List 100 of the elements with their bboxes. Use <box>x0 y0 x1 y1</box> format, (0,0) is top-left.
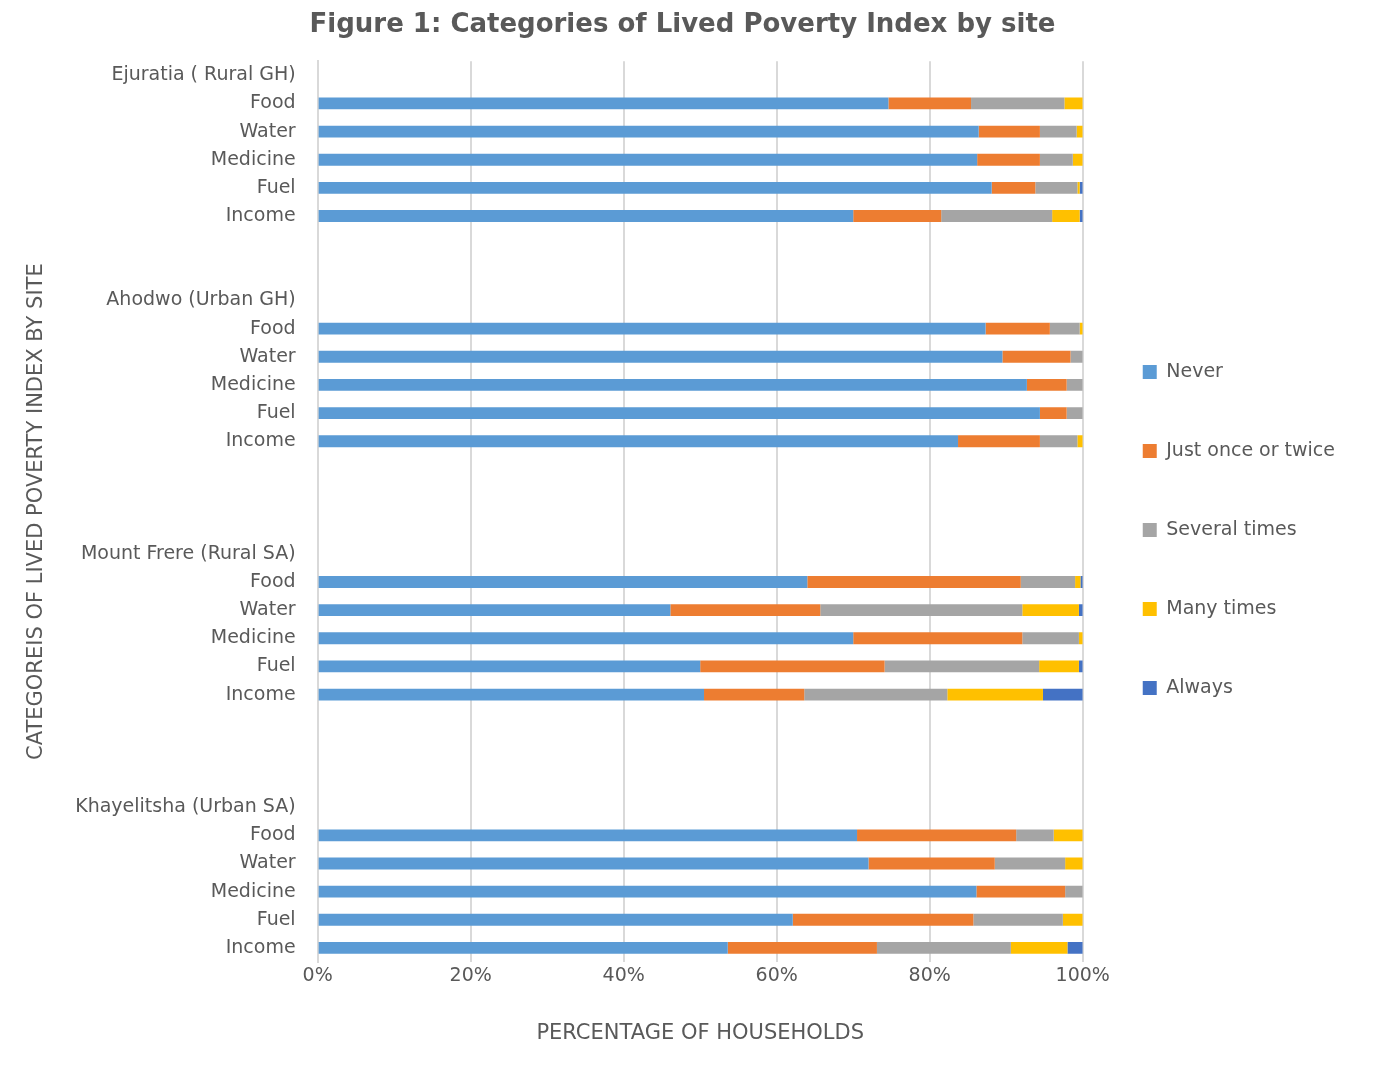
y-tick-label: Ahodwo (Urban GH) <box>106 287 296 310</box>
bar <box>318 435 959 448</box>
bar <box>318 576 808 588</box>
bar <box>318 913 793 926</box>
bar <box>670 604 821 617</box>
bar <box>727 942 877 954</box>
bar <box>1077 435 1083 448</box>
legend-label: Never <box>1166 358 1224 381</box>
bar <box>318 688 705 701</box>
y-tick-label: Water <box>239 850 296 873</box>
bar <box>318 379 1027 391</box>
bar <box>1035 181 1078 194</box>
bar <box>318 97 889 110</box>
y-tick-label: Fuel <box>256 906 296 929</box>
legend-label: Several times <box>1166 516 1297 539</box>
y-tick-label: Medicine <box>210 146 296 169</box>
bar <box>1016 829 1054 842</box>
y-axis-title: CATEGOREIS OF LIVED POVERTY INDEX BY SITE <box>23 263 48 760</box>
bar <box>1064 97 1083 110</box>
bar <box>973 913 1063 926</box>
y-tick-label: Food <box>250 90 296 113</box>
bar <box>971 97 1065 110</box>
x-tick-label: 80% <box>908 963 951 986</box>
y-tick-label: Water <box>239 118 296 141</box>
y-tick-label: Food <box>250 822 296 845</box>
bar <box>318 829 858 842</box>
bar <box>941 210 1053 222</box>
y-tick-label: Mount Frere (Rural SA) <box>80 540 296 563</box>
bar <box>1066 407 1083 419</box>
y-tick-label: Income <box>225 681 296 704</box>
bar <box>1065 885 1083 898</box>
chart-title: Figure 1: Categories of Lived Poverty Index by site <box>309 8 1056 39</box>
bar <box>1022 604 1079 617</box>
bar <box>876 942 1011 954</box>
bar <box>976 885 1066 898</box>
bar <box>318 125 979 138</box>
bar <box>853 632 1023 645</box>
bar <box>318 857 869 870</box>
bar <box>700 660 885 673</box>
y-tick-label: Water <box>239 597 296 620</box>
bar <box>868 857 995 870</box>
bar <box>857 829 1017 842</box>
bar <box>792 913 974 926</box>
y-tick-label: Fuel <box>256 653 296 676</box>
bar <box>1039 660 1079 673</box>
y-tick-label: Food <box>250 568 296 591</box>
x-tick-label: 40% <box>602 963 645 986</box>
bar <box>958 435 1040 448</box>
bar <box>978 125 1040 138</box>
bar <box>1072 153 1083 166</box>
bar <box>1062 913 1083 926</box>
bar <box>704 688 805 701</box>
bar <box>1020 576 1076 588</box>
bar <box>1039 407 1067 419</box>
bar <box>888 97 972 110</box>
bar <box>318 660 701 673</box>
x-tick-label: 100% <box>1055 963 1110 986</box>
bar <box>1026 379 1067 391</box>
x-axis-title: PERCENTAGE OF HOUSEHOLDS <box>536 1019 865 1044</box>
y-tick-label: Ejuratia ( Rural GH) <box>111 62 296 85</box>
bar <box>804 688 948 701</box>
y-tick-label: Medicine <box>210 371 296 394</box>
x-tick-label: 20% <box>449 963 492 986</box>
bar <box>1042 688 1083 701</box>
y-tick-label: Water <box>239 343 296 366</box>
legend-label: Just once or twice <box>1165 437 1336 460</box>
bar <box>318 210 854 222</box>
bar <box>1075 576 1081 588</box>
y-tick-label: Medicine <box>210 878 296 901</box>
bar <box>1065 857 1083 870</box>
bar <box>884 660 1040 673</box>
bar <box>318 885 977 898</box>
bar <box>1066 379 1083 391</box>
bar <box>1053 829 1083 842</box>
y-tick-label: Food <box>250 315 296 338</box>
bar <box>994 857 1066 870</box>
bar <box>318 632 854 645</box>
bar <box>318 322 986 335</box>
bar <box>1010 942 1068 954</box>
y-tick-label: Khayelitsha (Urban SA) <box>75 794 296 817</box>
bar <box>1067 942 1083 954</box>
y-tick-label: Income <box>225 934 296 957</box>
bar <box>318 942 728 954</box>
bar <box>1022 632 1079 645</box>
bar <box>1070 350 1083 363</box>
bar <box>318 350 1003 363</box>
y-tick-label: Income <box>225 202 296 225</box>
bar <box>1002 350 1071 363</box>
bar <box>1049 322 1080 335</box>
legend-label: Many times <box>1166 595 1277 618</box>
bar <box>1052 210 1080 222</box>
bar <box>853 210 942 222</box>
bar <box>820 604 1023 617</box>
bar <box>991 181 1036 194</box>
x-tick-label: 0% <box>302 963 333 986</box>
bar <box>985 322 1050 335</box>
bar <box>977 153 1040 166</box>
bar <box>1039 435 1078 448</box>
bar <box>807 576 1021 588</box>
bar <box>947 688 1043 701</box>
